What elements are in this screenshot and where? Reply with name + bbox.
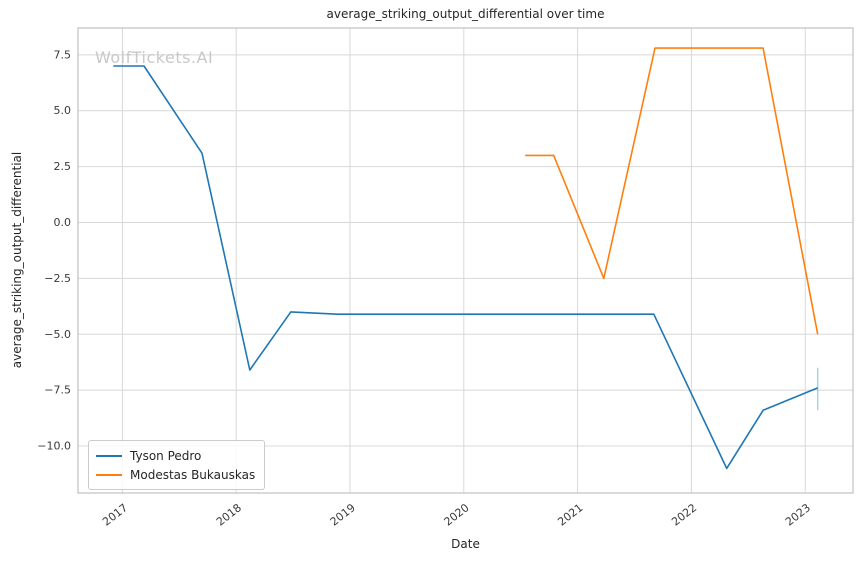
legend-label: Tyson Pedro — [130, 448, 202, 463]
legend-item: Modestas Bukauskas — [96, 465, 255, 484]
x-tick-label: 2018 — [214, 501, 244, 528]
y-tick-label: −7.5 — [44, 384, 71, 397]
x-tick-label: 2022 — [669, 501, 699, 528]
legend-line-swatch-orange — [96, 473, 122, 476]
x-tick-label: 2017 — [100, 501, 130, 528]
x-axis-label: Date — [451, 537, 480, 551]
x-tick-label: 2021 — [555, 501, 585, 528]
legend: Tyson Pedro Modestas Bukauskas — [88, 440, 266, 490]
y-tick-label: −5.0 — [44, 328, 71, 341]
legend-line-swatch-blue — [96, 454, 122, 457]
legend-item: Tyson Pedro — [96, 446, 255, 465]
watermark: WolfTickets.AI — [95, 48, 214, 67]
y-tick-label: −2.5 — [44, 272, 71, 285]
x-tick-label: 2019 — [328, 501, 358, 528]
series-line-0 — [113, 65, 819, 470]
y-tick-label: 7.5 — [54, 48, 72, 61]
x-tick-label: 2023 — [783, 501, 813, 528]
y-tick-label: 0.0 — [54, 216, 72, 229]
chart-title: average_striking_output_differential ove… — [326, 7, 605, 21]
series-line-1 — [525, 47, 819, 335]
legend-label: Modestas Bukauskas — [130, 467, 256, 482]
plot-border — [77, 27, 854, 494]
y-tick-label: −10.0 — [37, 440, 71, 453]
y-tick-label: 5.0 — [54, 104, 72, 117]
y-tick-label: 2.5 — [54, 160, 72, 173]
x-tick-label: 2020 — [442, 501, 472, 528]
y-axis-label: average_striking_output_differential — [10, 151, 24, 369]
